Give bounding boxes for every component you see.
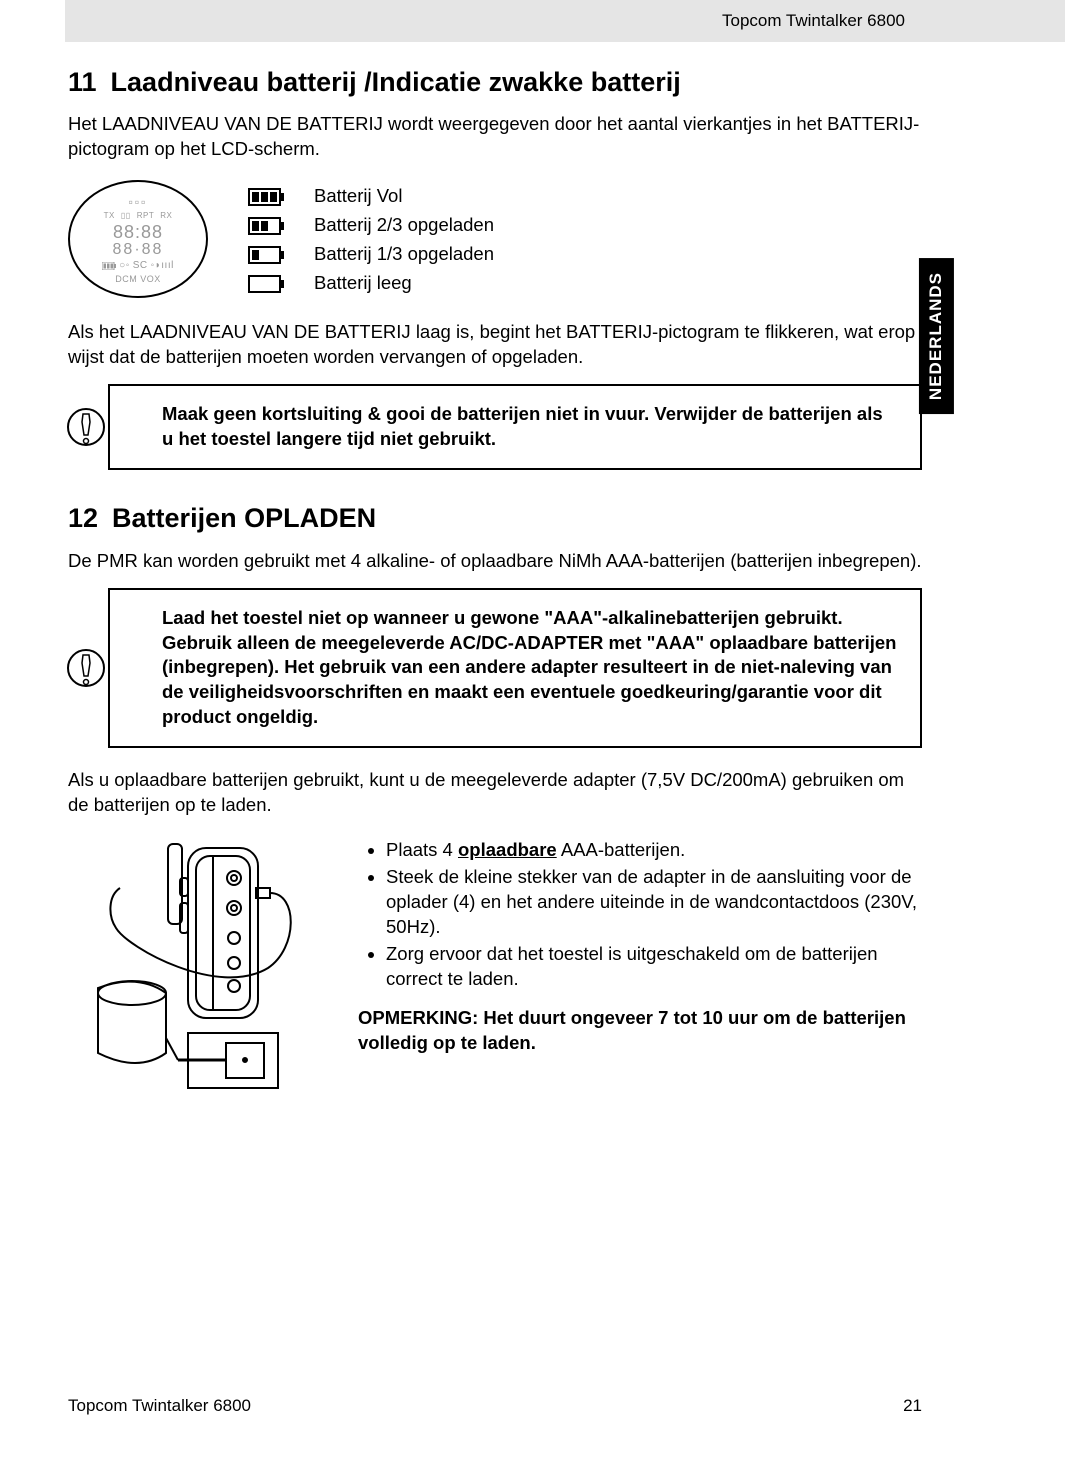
section-12-para2: Als u oplaadbare batterijen gebruikt, ku…	[68, 768, 922, 818]
header-product: Topcom Twintalker 6800	[722, 10, 905, 33]
footer-product: Topcom Twintalker 6800	[68, 1395, 251, 1418]
battery-level-row: Batterij Vol	[248, 184, 494, 209]
charging-note: OPMERKING: Het duurt ongeveer 7 tot 10 u…	[358, 1006, 922, 1056]
section-12-intro: De PMR kan worden gebruikt met 4 alkalin…	[68, 549, 922, 574]
section-11-para2: Als het LAADNIVEAU VAN DE BATTERIJ laag …	[68, 320, 922, 370]
battery-level-label: Batterij Vol	[314, 184, 402, 209]
battery-level-label: Batterij 1/3 opgeladen	[314, 242, 494, 267]
battery-level-label: Batterij leeg	[314, 271, 412, 296]
charging-instructions: Plaats 4 oplaadbare AAA-batterijen. Stee…	[68, 838, 922, 1105]
battery-level-row: Batterij leeg	[248, 271, 494, 296]
step-1-post: AAA-batterijen.	[557, 839, 686, 860]
header-bar: Topcom Twintalker 6800	[65, 0, 1065, 42]
battery-level-list: Batterij Vol Batterij 2/3 opgeladen Batt…	[248, 184, 494, 300]
lcd-rx: RX	[160, 211, 172, 222]
section-12-heading: 12 Batterijen OPLADEN	[68, 500, 922, 536]
battery-icon	[248, 275, 286, 293]
battery-level-diagram: ▫▫▫ TX▯▯RPTRX 88:88 88·88 ○◦SC◦◗ıııl DCM…	[68, 180, 922, 300]
charger-figure	[68, 838, 308, 1105]
section-11-heading: 11 Laadniveau batterij /Indicatie zwakke …	[68, 64, 922, 100]
battery-icon	[248, 217, 286, 235]
battery-icon	[248, 188, 286, 206]
language-tab: NEDERLANDS	[919, 258, 954, 414]
warning-box-2: Laad het toestel niet op wanneer u gewon…	[108, 588, 922, 749]
charging-text: Plaats 4 oplaadbare AAA-batterijen. Stee…	[338, 838, 922, 1056]
lcd-screen-icon: ▫▫▫ TX▯▯RPTRX 88:88 88·88 ○◦SC◦◗ıııl DCM…	[68, 180, 208, 298]
battery-level-row: Batterij 2/3 opgeladen	[248, 213, 494, 238]
lcd-sc: SC	[133, 259, 148, 273]
lcd-tx: TX	[104, 211, 115, 222]
lcd-dcm: DCM VOX	[115, 273, 161, 285]
warning-icon	[66, 643, 106, 693]
step-1-pre: Plaats 4	[386, 839, 458, 860]
step-3: Zorg ervoor dat het toestel is uitgescha…	[386, 942, 922, 992]
section-11-number: 11	[68, 64, 97, 100]
warning-2-text: Laad het toestel niet op wanneer u gewon…	[162, 606, 898, 731]
page-footer: Topcom Twintalker 6800 21	[68, 1395, 922, 1418]
battery-level-label: Batterij 2/3 opgeladen	[314, 213, 494, 238]
section-12-title: Batterijen OPLADEN	[112, 503, 376, 533]
warning-icon	[66, 402, 106, 452]
step-2: Steek de kleine stekker van de adapter i…	[386, 865, 922, 940]
battery-level-row: Batterij 1/3 opgeladen	[248, 242, 494, 267]
charging-steps-list: Plaats 4 oplaadbare AAA-batterijen. Stee…	[338, 838, 922, 992]
warning-box-1: Maak geen kortsluiting & gooi de batteri…	[108, 384, 922, 470]
section-12-number: 12	[68, 500, 98, 536]
step-1: Plaats 4 oplaadbare AAA-batterijen.	[386, 838, 922, 863]
lcd-rpt: RPT	[137, 211, 155, 222]
step-1-bold: oplaadbare	[458, 839, 557, 860]
section-11-intro: Het LAADNIVEAU VAN DE BATTERIJ wordt wee…	[68, 112, 922, 162]
warning-1-text: Maak geen kortsluiting & gooi de batteri…	[162, 402, 898, 452]
page-content: 11 Laadniveau batterij /Indicatie zwakke …	[0, 42, 1080, 1105]
section-11-title: Laadniveau batterij /Indicatie zwakke ba…	[111, 67, 681, 97]
page-number: 21	[903, 1395, 922, 1418]
battery-icon	[248, 246, 286, 264]
